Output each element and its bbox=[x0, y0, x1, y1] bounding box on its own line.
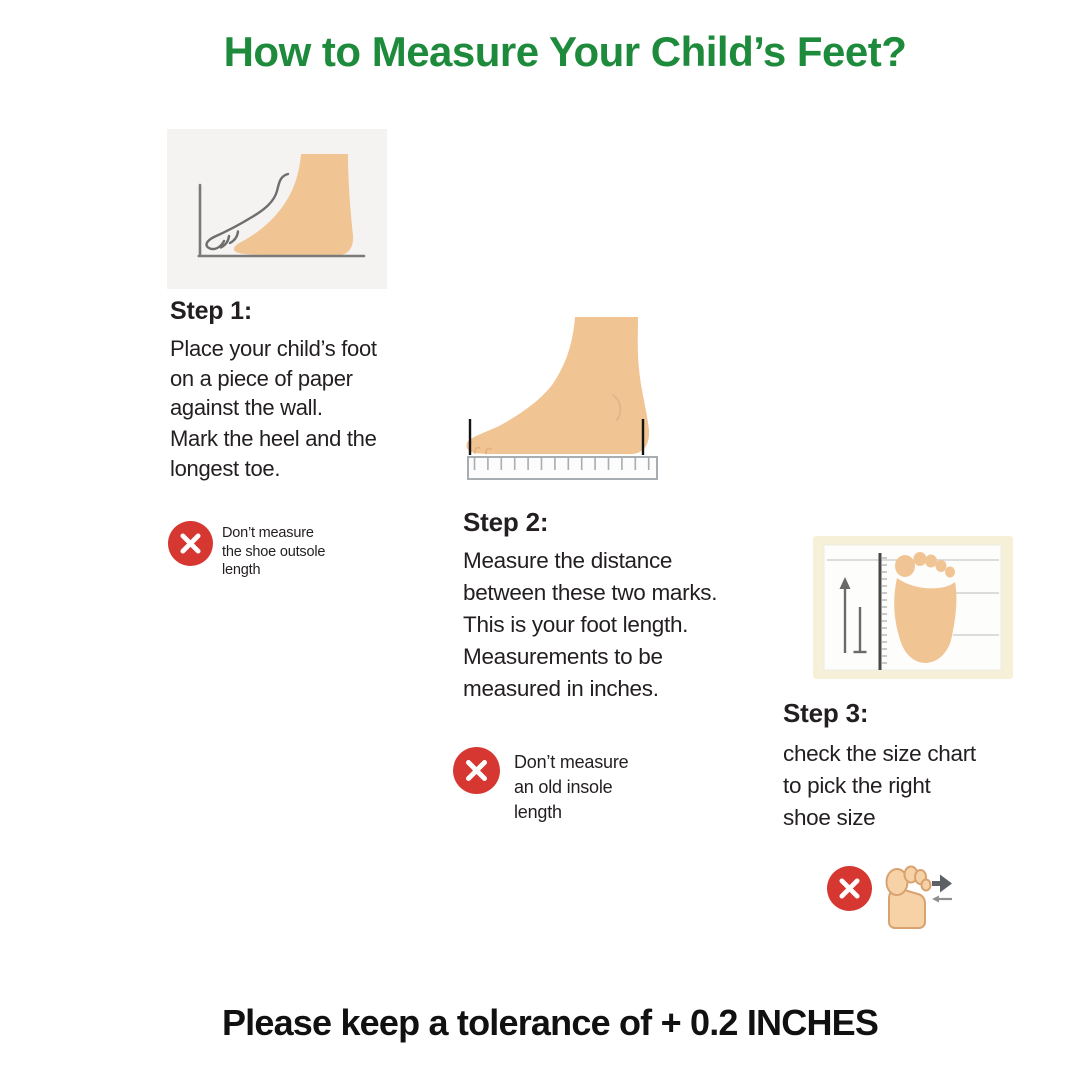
footprint-shape bbox=[894, 552, 957, 663]
step1-instructions: Place your child’s foot on a piece of pa… bbox=[170, 334, 377, 423]
text-line: Mark the heel and the bbox=[170, 426, 377, 451]
text-line: against the wall. bbox=[170, 395, 323, 420]
arrow-right bbox=[932, 874, 952, 893]
warning-outsole: Don’t measure the shoe outsole length bbox=[168, 521, 325, 580]
x-icon bbox=[453, 747, 500, 794]
step2-illustration-box bbox=[453, 303, 663, 483]
text-line: This is your foot length. bbox=[463, 612, 689, 637]
x-icon bbox=[168, 521, 213, 566]
foot-shape bbox=[466, 317, 650, 454]
ankle-shading bbox=[612, 394, 622, 421]
text-line: to pick the right bbox=[783, 773, 931, 798]
ruler-ticks bbox=[473, 458, 650, 470]
text-line: Measure the distance bbox=[463, 548, 673, 573]
text-line: between these two marks. bbox=[463, 580, 718, 605]
page-title: How to Measure Your Child’s Feet? bbox=[223, 28, 907, 75]
trace-line bbox=[205, 172, 290, 251]
text-line: Don’t measure bbox=[514, 752, 629, 772]
step2-heading: Step 2: bbox=[463, 507, 549, 537]
toe-detail-lines bbox=[474, 446, 492, 455]
step3-instructions: check the size chart to pick the right s… bbox=[783, 738, 976, 834]
step1-heading: Step 1: bbox=[170, 297, 252, 325]
foot-shape bbox=[233, 154, 354, 255]
text-line: shoe size bbox=[783, 805, 876, 830]
step3-illustration-box bbox=[813, 536, 1013, 679]
x-icon bbox=[827, 866, 872, 911]
step3-heading: Step 3: bbox=[783, 698, 869, 728]
text-line: length bbox=[222, 562, 261, 578]
text-line: check the size chart bbox=[783, 741, 976, 766]
text-line: on a piece of paper bbox=[170, 365, 353, 391]
warning-insole: Don’t measure an old insole length bbox=[453, 747, 629, 825]
text-line: Measurements to be bbox=[463, 644, 663, 669]
warning-toe-gap bbox=[827, 866, 872, 911]
text-line: longest toe. bbox=[170, 455, 281, 481]
toe bbox=[920, 878, 932, 892]
warning-insole-text: Don’t measure an old insole length bbox=[514, 750, 629, 825]
text-line: an old insole bbox=[514, 777, 613, 797]
tolerance-note: Please keep a tolerance of + 0.2 INCHES bbox=[221, 1002, 879, 1043]
text-line: measured in inches. bbox=[463, 676, 659, 701]
measuring-board-icon bbox=[813, 536, 1013, 679]
foot-on-ruler-icon bbox=[466, 317, 658, 480]
step1-illustration-box bbox=[167, 129, 387, 289]
scale-ticks bbox=[882, 557, 887, 664]
foot-against-wall-icon bbox=[197, 154, 366, 258]
measure-arrows bbox=[839, 577, 867, 654]
text-line: length bbox=[514, 802, 562, 822]
text-line: Don’t measure bbox=[222, 525, 314, 541]
step2-instructions: Measure the distance between these two m… bbox=[463, 545, 717, 705]
ruler-bar bbox=[467, 456, 658, 480]
arrow-left bbox=[932, 895, 952, 903]
warning-outsole-text: Don’t measure the shoe outsole length bbox=[222, 524, 325, 580]
text-line: the shoe outsole bbox=[222, 543, 326, 560]
toes-arrow-icon bbox=[885, 865, 952, 929]
text-line: Place your child’s foot bbox=[170, 336, 377, 361]
wall-floor-line bbox=[197, 183, 366, 258]
step1-instructions-2: Mark the heel and the longest toe. bbox=[170, 424, 377, 483]
